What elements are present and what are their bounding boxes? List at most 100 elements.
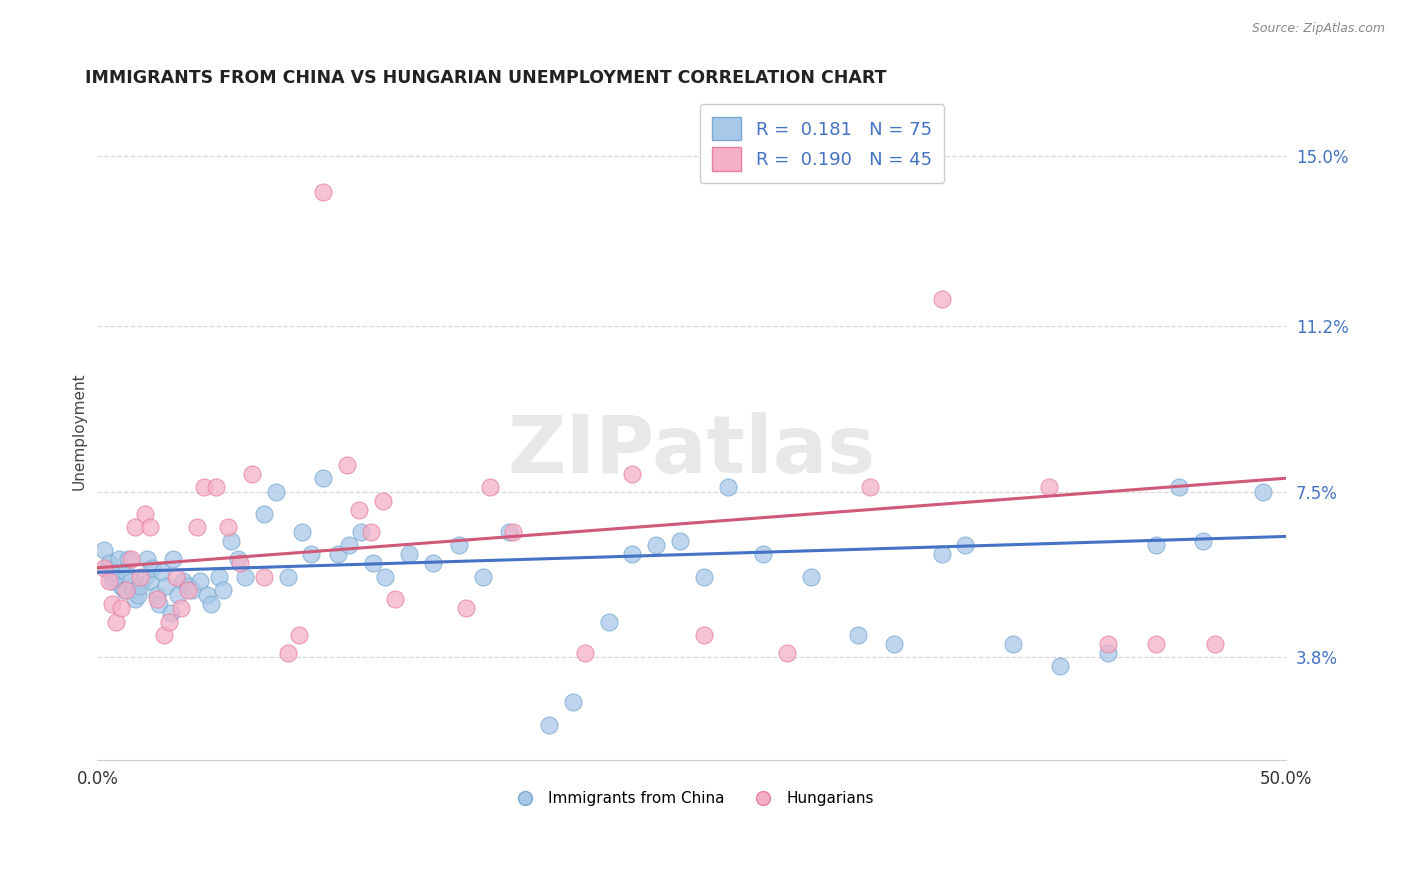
Point — [120, 574, 142, 589]
Point — [146, 592, 169, 607]
Text: Source: ZipAtlas.com: Source: ZipAtlas.com — [1251, 22, 1385, 36]
Point — [776, 646, 799, 660]
Point — [233, 570, 256, 584]
Point — [117, 551, 139, 566]
Point — [312, 471, 335, 485]
Point — [134, 507, 156, 521]
Point — [339, 538, 361, 552]
Point — [162, 551, 184, 566]
Point — [181, 583, 204, 598]
Y-axis label: Unemployment: Unemployment — [72, 372, 86, 490]
Point — [398, 547, 420, 561]
Point — [112, 583, 135, 598]
Point — [110, 601, 132, 615]
Point — [146, 588, 169, 602]
Point — [598, 615, 620, 629]
Point — [752, 547, 775, 561]
Point — [122, 583, 145, 598]
Point — [1168, 480, 1191, 494]
Point — [169, 601, 191, 615]
Point — [150, 566, 173, 580]
Point — [1144, 538, 1167, 552]
Point — [693, 628, 716, 642]
Point — [291, 524, 314, 539]
Point — [172, 574, 194, 589]
Point — [478, 480, 501, 494]
Point — [226, 551, 249, 566]
Point — [177, 583, 200, 598]
Point — [1097, 646, 1119, 660]
Point — [336, 458, 359, 472]
Point — [716, 480, 738, 494]
Point — [312, 185, 335, 199]
Point — [186, 520, 208, 534]
Point — [360, 524, 382, 539]
Point — [205, 480, 228, 494]
Point — [103, 570, 125, 584]
Point — [105, 566, 128, 580]
Point — [107, 551, 129, 566]
Point — [100, 597, 122, 611]
Point — [93, 542, 115, 557]
Point — [148, 597, 170, 611]
Point — [193, 480, 215, 494]
Point — [200, 597, 222, 611]
Point — [253, 570, 276, 584]
Point — [93, 561, 115, 575]
Point — [1192, 533, 1215, 548]
Point — [447, 538, 470, 552]
Point — [693, 570, 716, 584]
Point — [498, 524, 520, 539]
Point — [134, 570, 156, 584]
Point — [229, 557, 252, 571]
Point — [177, 579, 200, 593]
Point — [374, 570, 396, 584]
Point — [264, 484, 287, 499]
Point — [277, 570, 299, 584]
Point — [299, 547, 322, 561]
Point — [350, 524, 373, 539]
Point — [124, 592, 146, 607]
Point — [502, 524, 524, 539]
Point — [167, 588, 190, 602]
Point — [326, 547, 349, 561]
Point — [1049, 659, 1071, 673]
Point — [129, 570, 152, 584]
Point — [1038, 480, 1060, 494]
Point — [859, 480, 882, 494]
Point — [219, 533, 242, 548]
Point — [127, 588, 149, 602]
Point — [195, 588, 218, 602]
Point — [253, 507, 276, 521]
Point — [1144, 637, 1167, 651]
Text: IMMIGRANTS FROM CHINA VS HUNGARIAN UNEMPLOYMENT CORRELATION CHART: IMMIGRANTS FROM CHINA VS HUNGARIAN UNEMP… — [86, 69, 887, 87]
Point — [1097, 637, 1119, 651]
Point — [800, 570, 823, 584]
Point — [124, 520, 146, 534]
Point — [1251, 484, 1274, 499]
Point — [138, 574, 160, 589]
Text: ZIPatlas: ZIPatlas — [508, 412, 876, 490]
Point — [538, 717, 561, 731]
Point — [371, 493, 394, 508]
Point — [454, 601, 477, 615]
Point — [645, 538, 668, 552]
Point — [562, 695, 585, 709]
Point — [98, 557, 121, 571]
Point — [115, 583, 138, 598]
Point — [288, 628, 311, 642]
Point — [96, 561, 118, 575]
Point — [160, 606, 183, 620]
Legend: Immigrants from China, Hungarians: Immigrants from China, Hungarians — [505, 785, 880, 812]
Point — [98, 574, 121, 589]
Point — [188, 574, 211, 589]
Point — [955, 538, 977, 552]
Point — [153, 628, 176, 642]
Point — [212, 583, 235, 598]
Point — [100, 574, 122, 589]
Point — [120, 551, 142, 566]
Point — [574, 646, 596, 660]
Point — [846, 628, 869, 642]
Point — [277, 646, 299, 660]
Point — [110, 579, 132, 593]
